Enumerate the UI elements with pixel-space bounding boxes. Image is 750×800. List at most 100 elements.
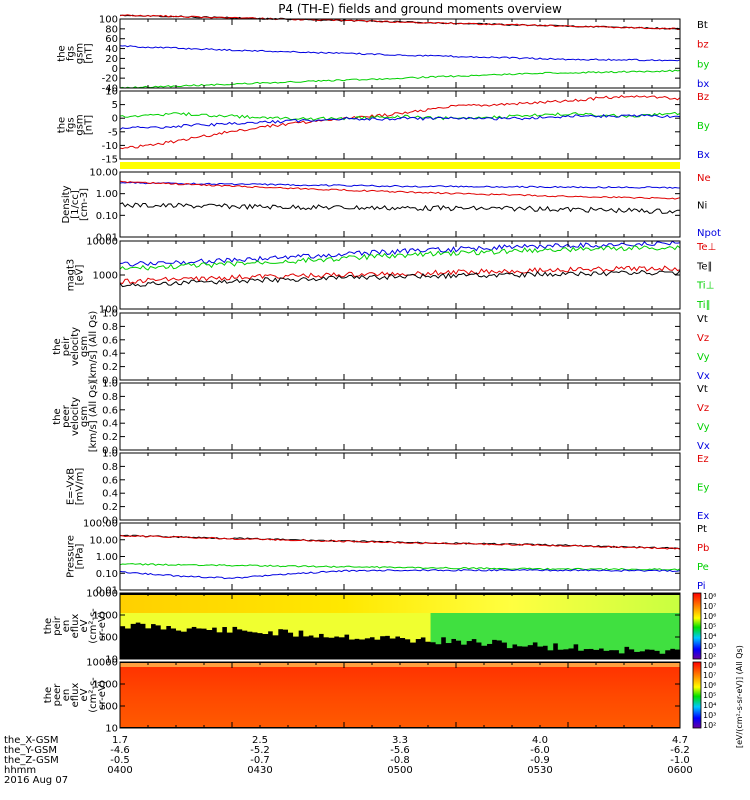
legend-entry: Vz <box>697 333 709 344</box>
heatmap-cell <box>323 613 330 638</box>
y-tick-label: -10 <box>102 141 118 152</box>
series-line-blue <box>119 569 681 580</box>
y-axis-label: [eV] <box>75 265 86 286</box>
y-tick-label: -5 <box>108 127 118 138</box>
panel-frame <box>119 522 681 591</box>
colorbar-tick-label: 10⁸ <box>703 592 716 601</box>
heatmap-cell <box>349 613 355 640</box>
y-axis-label: peir <box>61 336 72 356</box>
y-axis-label: eflux <box>70 683 81 708</box>
y-tick-label: 60 <box>105 34 118 45</box>
legend-entry: Vt <box>697 314 708 325</box>
heatmap-cell <box>476 613 482 643</box>
heatmap-cell <box>537 613 544 647</box>
legend-entry: Ez <box>697 454 709 465</box>
heatmap-cell <box>501 613 508 643</box>
heatmap-cell <box>644 613 650 650</box>
heatmap-cell <box>237 613 243 630</box>
legend-entry: by <box>697 59 709 70</box>
heatmap-cell <box>369 613 376 638</box>
heatmap-cell <box>415 613 421 640</box>
heatmap-cell <box>669 613 676 649</box>
footer-row-label: hhmm <box>4 765 36 776</box>
heatmap-cell <box>282 613 289 630</box>
footer-row-label: the_Y-GSM <box>4 745 57 756</box>
heatmap-cell <box>359 613 365 640</box>
legend-entry: Ti∥ <box>696 300 711 311</box>
series-line-blue <box>119 181 681 189</box>
heatmap-cell <box>232 613 238 627</box>
heatmap-cell <box>272 613 279 636</box>
heatmap-cell <box>288 613 294 633</box>
y-axis-label: sr-eV) <box>97 680 108 709</box>
y-tick-label: 10000 <box>86 237 118 248</box>
heatmap-cell <box>629 613 635 650</box>
y-tick-label: 5 <box>112 100 118 111</box>
panel-efield: 1.0 0.8 0.6 0.4 0.2 0.0 E=-VxB[mV/m] Ez Ey Ex <box>66 449 710 527</box>
colorbar-tick-label: 10⁷ <box>703 671 716 680</box>
heatmap-cell <box>252 613 258 633</box>
footer-value: -0.8 <box>390 755 410 766</box>
y-tick-label: 0.10 <box>96 569 118 580</box>
y-axis-label: the <box>43 618 54 634</box>
heatmap-cell <box>262 613 269 635</box>
series-line-red <box>120 535 681 550</box>
legend-entry: Pe <box>697 562 709 573</box>
heatmap-cell <box>450 613 457 639</box>
date-label: 2016 Aug 07 <box>4 775 68 786</box>
legend-entry: Te⊥ <box>696 242 716 253</box>
peer-colorbar <box>692 661 702 729</box>
legend-entry: Vt <box>697 384 708 395</box>
heatmap-cell <box>216 613 223 633</box>
footer-value: 4.7 <box>672 735 688 746</box>
heatmap-cell <box>186 613 192 629</box>
heatmap-cell <box>420 613 426 638</box>
heatmap-cell <box>333 613 340 637</box>
legend-entry: Ne <box>697 173 711 184</box>
heatmap-cell <box>578 613 584 651</box>
heatmap-cell <box>135 613 141 623</box>
colorbars: 10⁸10⁷10⁶10⁵10⁴10³10²10⁸10⁷10⁶10⁵10⁴10³1… <box>692 592 744 748</box>
heatmap-cell <box>410 613 416 643</box>
heatmap-cell <box>481 613 488 646</box>
y-axis-label: eV <box>79 619 90 632</box>
y-tick-label: 100 <box>99 633 118 644</box>
y-tick-label: 0.8 <box>102 322 118 333</box>
heatmap-cell <box>140 613 146 624</box>
panel-density: 10.00 1.00 0.10 0.01 Density[1/cc][cm-3] Ne Ni… <box>61 168 721 244</box>
y-tick-label: 0.6 <box>102 405 118 416</box>
y-axis-label: [nPa] <box>75 543 86 569</box>
colorbar-tick-label: 10⁵ <box>703 691 716 700</box>
heatmap-cell <box>394 613 401 637</box>
y-axis-label: eflux <box>70 614 81 639</box>
y-axis-label: [nT] <box>84 43 95 63</box>
heatmap-cell <box>608 613 615 651</box>
y-tick-label: 1000 <box>93 611 118 622</box>
series-line-blue <box>119 240 681 267</box>
heatmap-cell <box>354 613 360 639</box>
legend-entry: Ey <box>697 483 709 494</box>
panel-pressure: 100.00 10.00 1.00 0.10 0.01 Pressure[nPa] Pt Pb… <box>66 519 710 597</box>
footer-value: 0600 <box>667 765 692 776</box>
y-tick-label: 0 <box>112 114 118 125</box>
legend-entry: Ti⊥ <box>696 281 714 292</box>
heatmap-cell <box>344 613 350 635</box>
colorbar-tick-label: 10⁴ <box>703 701 716 710</box>
y-tick-label: 0.2 <box>102 362 118 373</box>
heatmap-band <box>120 663 680 727</box>
heatmap-cell <box>150 613 157 625</box>
colorbar-tick-label: 10⁶ <box>703 612 716 621</box>
series-line-red <box>119 180 681 200</box>
status-bar <box>120 162 680 169</box>
heatmap-cell <box>588 613 594 649</box>
y-axis-label: the <box>57 117 68 133</box>
heatmap-cell <box>654 613 661 651</box>
heatmap-cell <box>170 613 177 629</box>
heatmap-cell <box>374 613 381 640</box>
heatmap-cell <box>583 613 589 650</box>
colorbar-tick-label: 10⁵ <box>703 622 716 631</box>
y-tick-label: 0 <box>112 64 118 75</box>
